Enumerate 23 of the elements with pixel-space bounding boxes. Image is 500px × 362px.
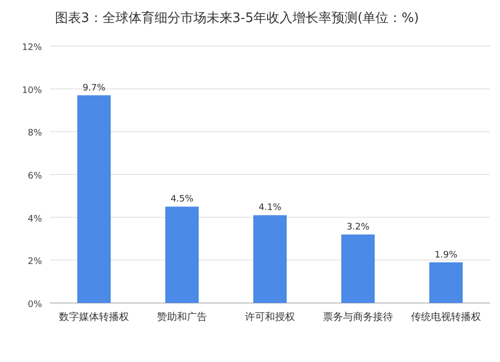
data-label: 4.1%: [258, 203, 282, 214]
bar: [429, 262, 463, 303]
bar: [253, 215, 287, 303]
y-tick-label: 2%: [28, 257, 42, 268]
y-tick-label: 10%: [22, 86, 42, 96]
y-tick-label: 0%: [28, 300, 42, 310]
x-tick-label: 数字媒体转播权: [59, 311, 129, 323]
data-label: 1.9%: [434, 250, 458, 260]
y-tick-label: 6%: [28, 172, 42, 182]
x-tick-label: 许可和授权: [245, 311, 295, 323]
bar: [341, 234, 375, 303]
x-tick-label: 赞助和广告: [157, 311, 207, 323]
data-label: 9.7%: [82, 83, 106, 94]
bar: [165, 206, 199, 303]
x-tick-label: 票务与商务接待: [323, 311, 393, 323]
y-tick-label: 12%: [22, 43, 42, 53]
bar: [77, 95, 111, 303]
data-label: 3.2%: [346, 222, 370, 232]
y-tick-label: 4%: [28, 214, 42, 224]
y-tick-label: 8%: [28, 128, 42, 139]
chart-title: 图表3：全球体育细分市场未来3-5年收入增长率预测(单位：%): [55, 10, 419, 26]
x-tick-label: 传统电视转播权: [411, 311, 481, 323]
data-label: 4.5%: [170, 194, 194, 205]
